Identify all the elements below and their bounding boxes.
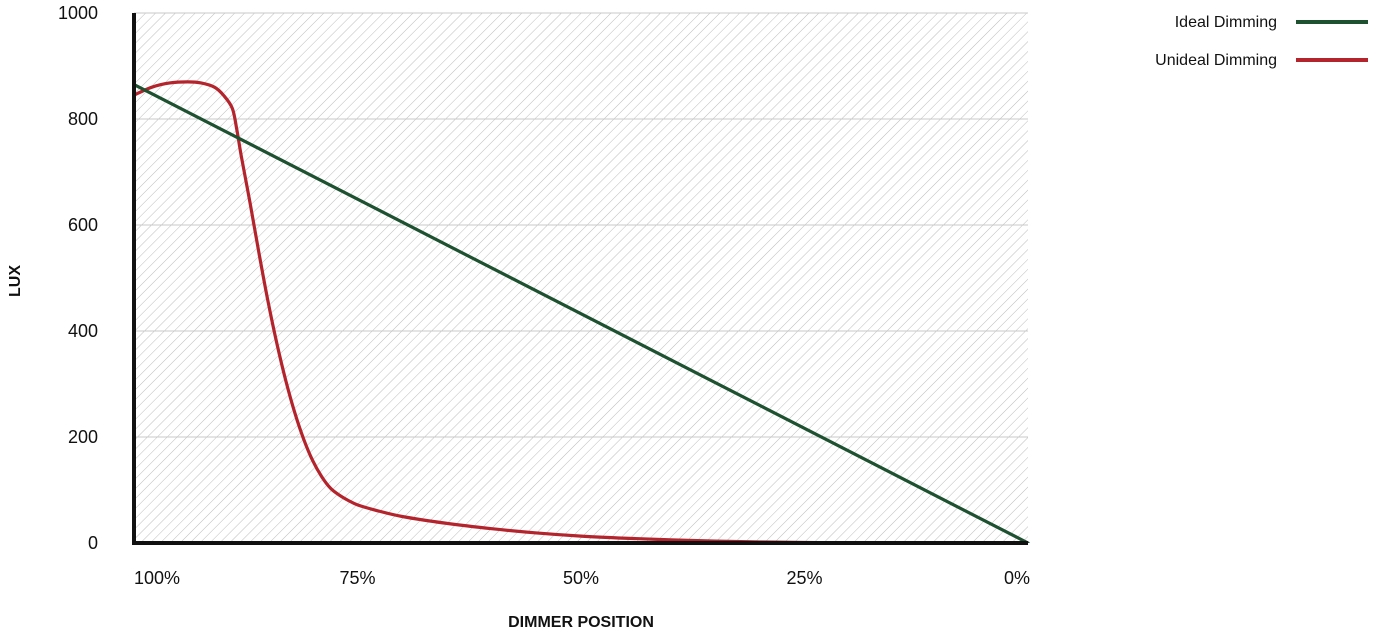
x-tick-label: 50% [563, 568, 599, 588]
x-tick-label: 100% [134, 568, 180, 588]
legend-label: Ideal Dimming [1175, 14, 1277, 31]
x-tick-label: 25% [786, 568, 822, 588]
tick-labels: 0 200 400 600 800 1000 100% 75% 50% 25% 0% [58, 3, 1030, 588]
y-axis-title: LUX [7, 265, 24, 297]
plot-background [134, 13, 1028, 543]
legend: Ideal Dimming Unideal Dimming [1155, 14, 1368, 69]
x-axis-title: DIMMER POSITION [508, 614, 654, 630]
series-line-unideal-dimming [132, 80, 860, 543]
x-tick-label: 75% [339, 568, 375, 588]
y-tick-label: 400 [68, 321, 98, 341]
series-lines [132, 80, 1030, 543]
y-tick-label: 800 [68, 109, 98, 129]
grid-lines [134, 12, 1028, 438]
x-tick-label: 0% [1004, 568, 1030, 588]
y-tick-label: 1000 [58, 3, 98, 23]
axes [132, 13, 1028, 545]
y-tick-label: 600 [68, 215, 98, 235]
series-line-ideal-dimming [132, 82, 1030, 543]
y-tick-label: 0 [88, 533, 98, 553]
legend-label: Unideal Dimming [1155, 52, 1277, 69]
y-tick-label: 200 [68, 427, 98, 447]
